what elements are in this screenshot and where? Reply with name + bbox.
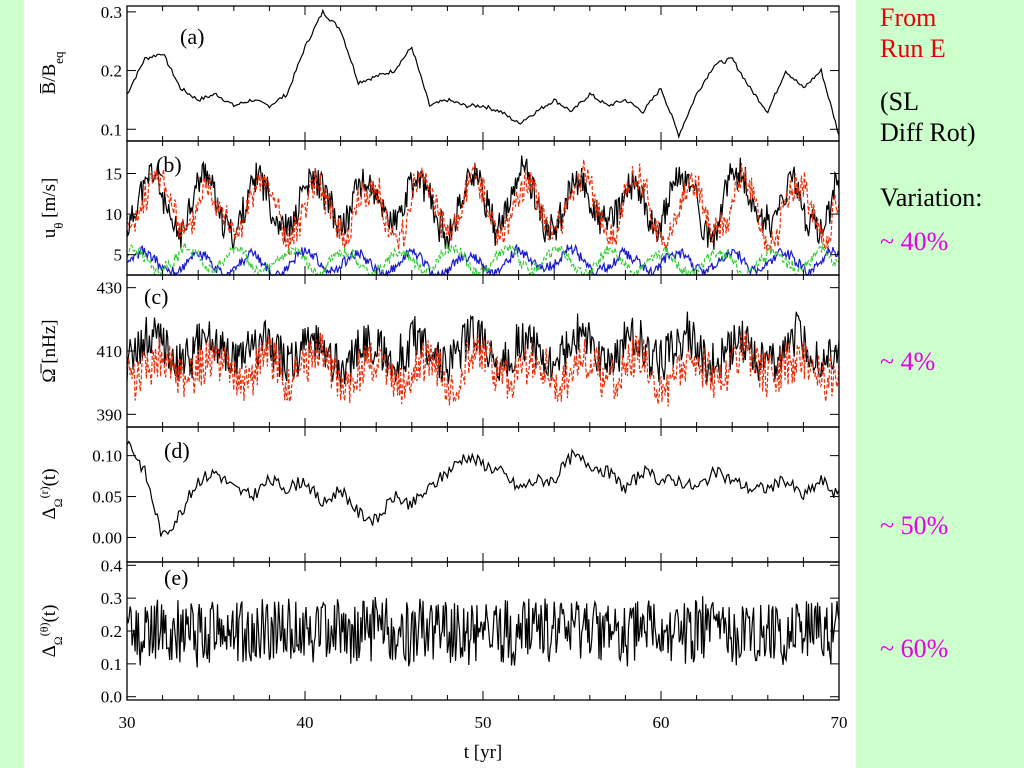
x-tick-label: 30 [119,713,136,732]
panel-label: (d) [164,438,190,463]
y-axis-label: ΔΩ(θ)(t) [37,605,65,658]
note-line: Diff Rot) [880,118,976,147]
y-axis-label: ΔΩ(r)(t) [37,468,65,519]
y-tick-label: 410 [97,342,123,361]
series-line [126,8,840,140]
y-tick-label: 390 [97,405,123,424]
variation-value: ~ 40% [880,227,949,256]
source-text: From Run E [880,2,946,64]
y-tick-label: 0.2 [101,622,122,641]
x-tick-label: 50 [475,713,492,732]
y-axis-label: Ω̅ [nHz] [39,319,60,382]
x-tick-label: 70 [831,713,848,732]
x-tick-label: 40 [297,713,314,732]
series-line [126,440,840,537]
multi-panel-chart: 0.1 0.2 0.3 (a) B̅/Beq 5 10 15 (b) uθ [m/s] 390 410… [37,3,848,763]
y-tick-label: 10 [105,205,122,224]
x-tick-label: 60 [653,713,670,732]
panel-frame [126,426,840,563]
y-tick-label: 0.3 [101,589,122,608]
y-tick-label: 0.0 [101,688,122,707]
series-line [126,596,840,668]
y-tick-label: 0.1 [101,655,122,674]
panel-frame [126,5,840,142]
chart-panel: 0.1 0.2 0.3 (a) B̅/Beq [39,3,840,142]
chart-panel: 0.00 0.05 0.10 (d) ΔΩ(r)(t) [37,426,840,563]
plot-area: 0.1 0.2 0.3 (a) B̅/Beq 5 10 15 (b) uθ [m/s] 390 410… [24,0,856,768]
note-line: (SL [880,87,919,116]
y-axis-label: B̅/Beq [39,51,66,94]
panel-label: (e) [164,565,188,590]
y-tick-label: 0.4 [101,556,123,575]
source-line: Run E [880,34,946,63]
y-tick-label: 0.2 [101,62,122,81]
y-tick-label: 0.3 [101,3,122,22]
series-line [126,159,840,255]
variation-value: ~ 50% [880,511,949,540]
y-tick-label: 0.05 [92,488,122,507]
variation-value: ~ 60% [880,634,949,663]
panel-label: (b) [156,152,182,177]
chart-panel: 390 410 430 (c) Ω̅ [nHz] [39,274,840,428]
source-line: From [880,3,937,32]
panel-label: (a) [180,24,204,49]
chart-panel: 5 10 15 (b) uθ [m/s] [39,140,840,278]
series-line [126,243,840,278]
x-axis-label: t [yr] [464,742,503,763]
y-axis-label: uθ [m/s] [39,178,66,239]
series-line [126,330,840,407]
y-tick-label: 0.00 [92,528,122,547]
panel-label: (c) [144,284,168,309]
note-text: (SL Diff Rot) [880,86,976,148]
variation-value: ~ 4% [880,347,936,376]
chart-panel: 0.0 0.1 0.2 0.3 0.4 (e) ΔΩ(θ)(t) [37,556,840,707]
variation-heading: Variation: [880,183,983,212]
y-tick-label: 0.1 [101,120,122,139]
y-tick-label: 430 [97,279,123,298]
y-tick-label: 5 [114,246,123,265]
y-tick-label: 15 [105,164,122,183]
y-tick-label: 0.10 [92,447,122,466]
panel-frame [126,140,840,276]
